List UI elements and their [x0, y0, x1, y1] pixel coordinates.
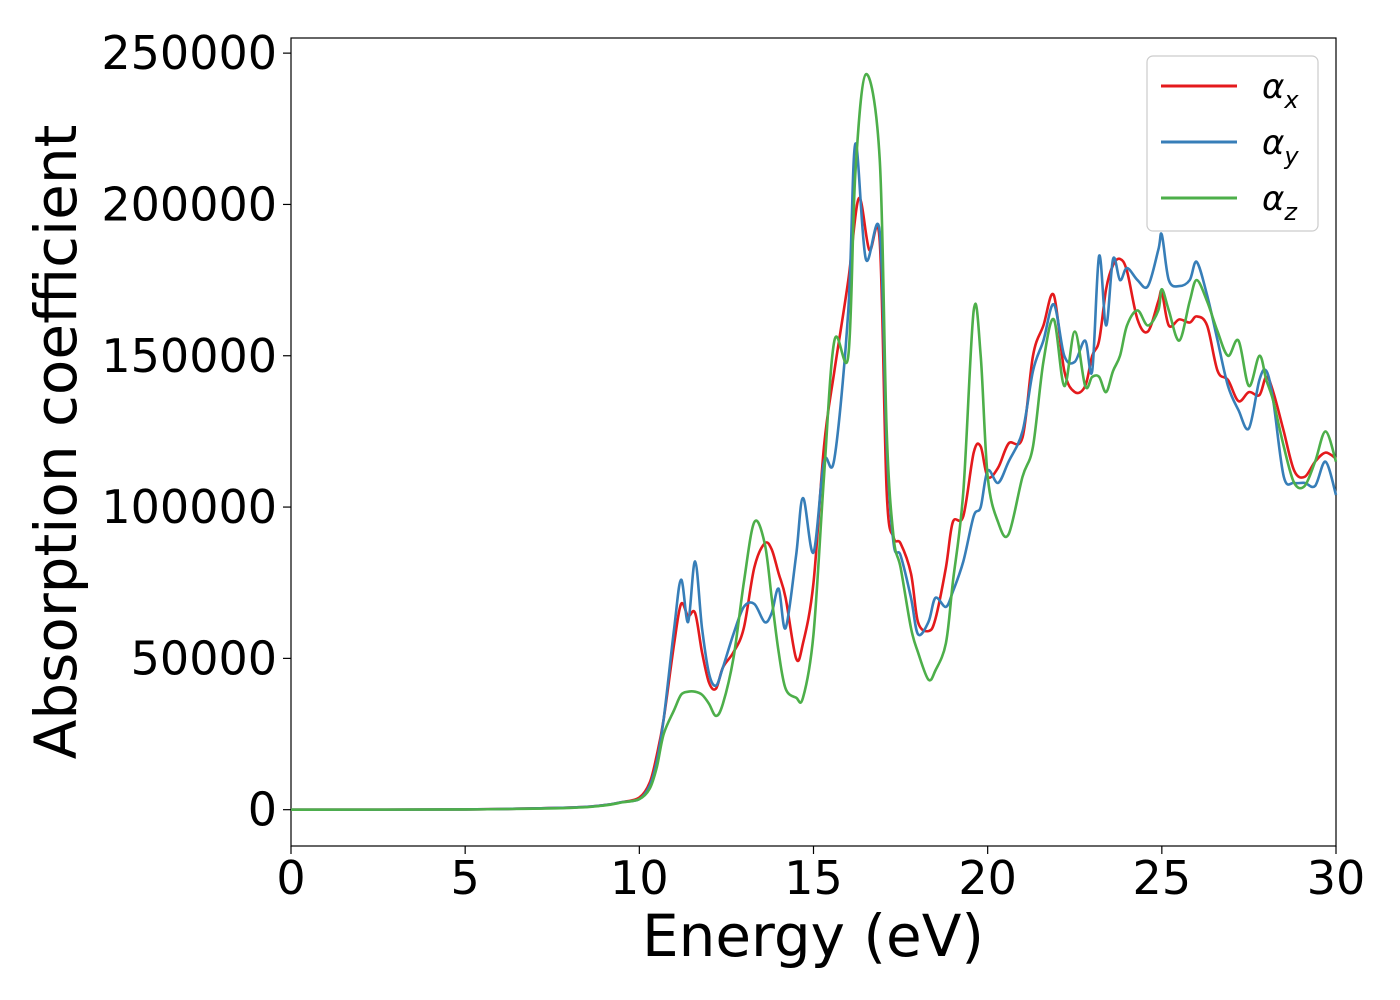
y-tick-label: 50000 — [131, 631, 277, 685]
y-axis: 0 50000 100000 150000 200000 250000 — [101, 26, 291, 837]
legend-label-base: α — [1262, 123, 1284, 163]
y-tick-label: 0 — [248, 783, 277, 837]
legend-label-x: αx — [1262, 67, 1299, 114]
series-line-x — [290, 197, 1337, 811]
legend-label-subscript: x — [1283, 86, 1299, 114]
legend-label-y: αy — [1262, 123, 1299, 170]
series-line-z — [290, 72, 1338, 811]
series-line-y — [290, 142, 1338, 811]
x-tick-label: 5 — [451, 851, 480, 905]
x-tick-label: 30 — [1307, 851, 1366, 905]
x-tick-label: 15 — [784, 851, 843, 905]
y-axis-title: Absorption coefficient — [22, 125, 90, 760]
legend-label-subscript: y — [1283, 142, 1299, 170]
y-tick-label: 200000 — [101, 177, 277, 231]
x-axis: 0 5 10 15 20 25 30 — [276, 846, 1365, 905]
x-tick-label: 25 — [1133, 851, 1192, 905]
y-tick-label: 100000 — [101, 480, 277, 534]
x-tick-label: 0 — [276, 851, 305, 905]
y-tick-label: 250000 — [101, 26, 277, 80]
x-axis-title: Energy (eV) — [642, 902, 984, 970]
series-layer — [290, 72, 1338, 811]
x-tick-label: 10 — [610, 851, 669, 905]
legend-label-base: α — [1262, 179, 1284, 219]
legend-label-z: αz — [1262, 179, 1298, 226]
legend-label-base: α — [1262, 67, 1284, 107]
x-tick-label: 20 — [958, 851, 1017, 905]
legend-label-subscript: z — [1283, 198, 1298, 226]
y-tick-label: 150000 — [101, 329, 277, 383]
